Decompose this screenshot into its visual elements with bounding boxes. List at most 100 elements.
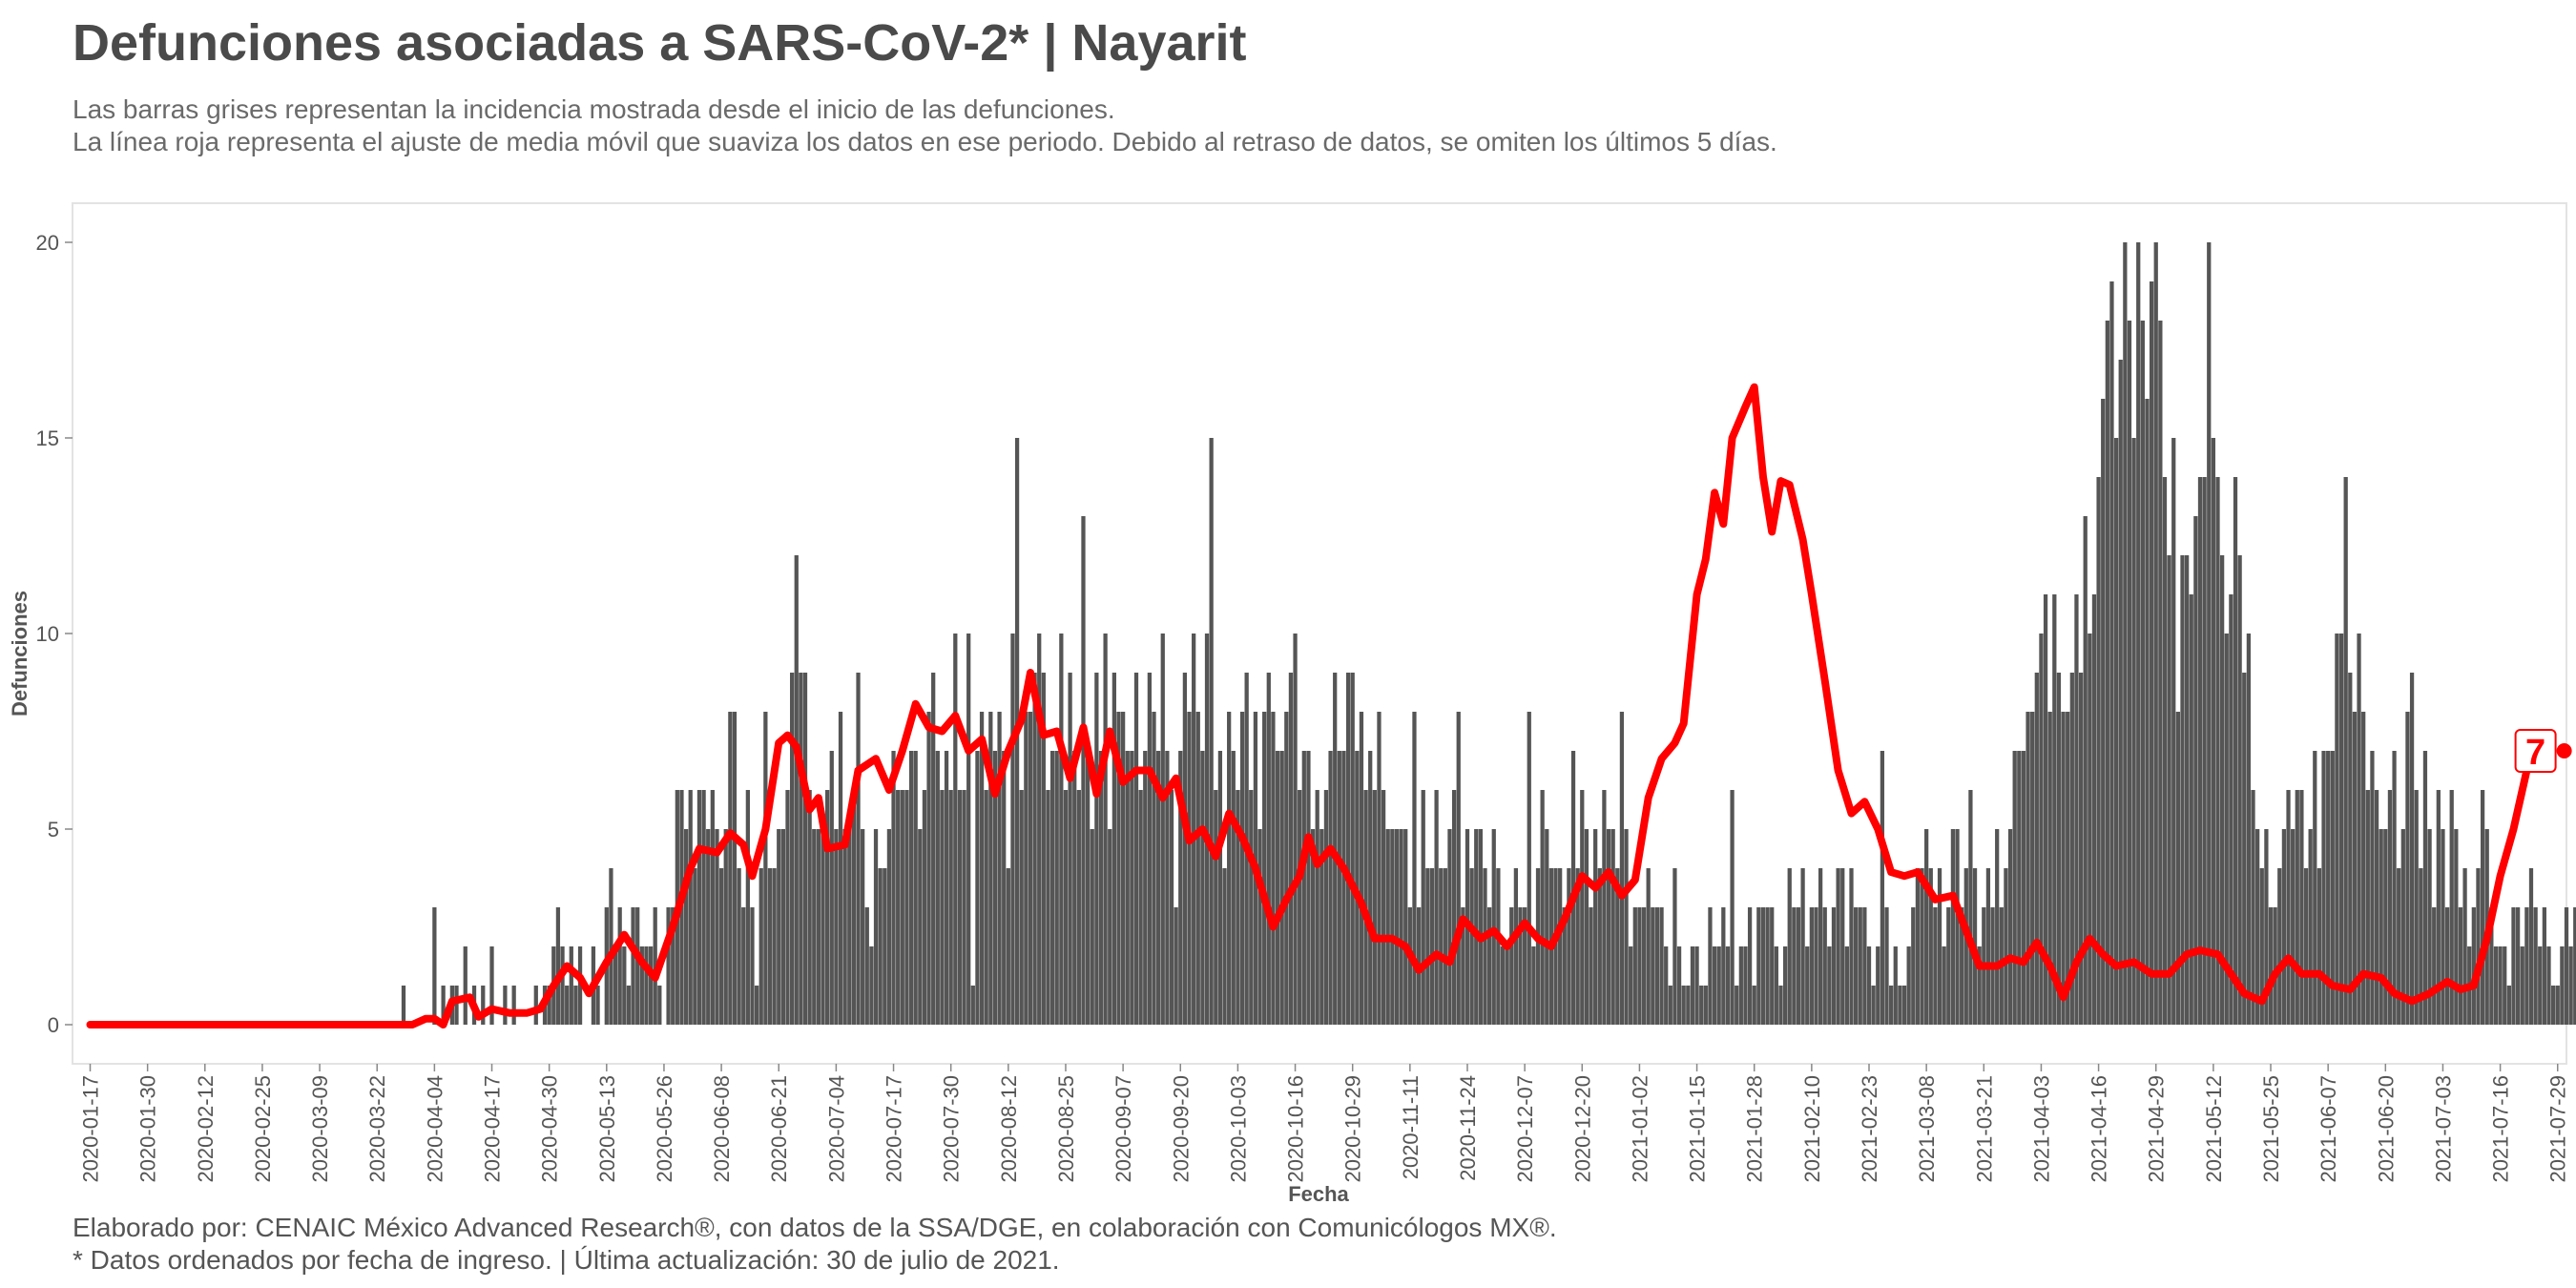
bar [1217,751,1223,1025]
bar [2113,438,2119,1025]
bar [2568,946,2573,1025]
bar [1024,712,1028,1025]
bar [2007,829,2013,1025]
bar [1002,751,1007,1025]
x-tick-label: 2020-05-13 [595,1075,619,1183]
bar [1946,907,1951,1025]
bar [454,986,459,1025]
bar [2242,673,2247,1025]
bar [1760,907,1766,1025]
bar [1880,751,1885,1025]
bar [2140,321,2145,1025]
bar [2056,673,2062,1025]
bar [2189,594,2193,1025]
bar [2034,673,2039,1025]
bar [1911,907,1916,1025]
bar [2387,790,2393,1025]
bar [2246,634,2252,1025]
bar [2105,321,2109,1025]
bar [2127,321,2132,1025]
bar [2392,751,2397,1025]
x-tick-label: 2020-06-21 [767,1075,791,1183]
annotation-box [2514,729,2557,773]
bar [1708,907,1713,1025]
bar [1328,751,1333,1025]
bar [2251,790,2255,1025]
bar [2330,751,2335,1025]
bar [1350,673,1355,1025]
bar [2052,594,2057,1025]
bar [1699,986,1704,1025]
bar [1081,516,1086,1025]
bar [918,829,923,1025]
bar [2021,751,2026,1025]
bar [2255,829,2260,1025]
bar [2025,712,2030,1025]
bar [2012,751,2017,1025]
x-axis: 2020-01-17 2020-01-30 2020-02-12 2020-02-25… [79,1064,2570,1183]
bar [1955,829,1960,1025]
bar [2030,712,2035,1025]
bar [1037,634,1042,1025]
annotation-value: 7 [2525,733,2545,773]
bar [401,986,406,1025]
bar [1306,751,1311,1025]
bar [984,790,988,1025]
bar [2281,829,2287,1025]
x-tick-label: 2020-11-11 [1399,1075,1423,1179]
bar [2480,790,2485,1025]
bar [1032,673,1037,1025]
bar [1513,868,1519,1025]
bar [1876,946,1880,1025]
x-tick-label: 2020-03-22 [365,1075,389,1183]
bar [732,712,737,1025]
x-tick-label: 2021-04-03 [2029,1075,2053,1183]
bar [728,712,733,1025]
bar [715,829,719,1025]
x-tick-label: 2020-11-24 [1456,1075,1480,1181]
x-tick-label: 2020-05-26 [653,1075,676,1183]
bar [1619,712,1625,1025]
bar [1531,946,1536,1025]
bar [1421,790,1425,1025]
bar [1584,829,1589,1025]
bar [1809,907,1814,1025]
bar [2427,829,2432,1025]
bar [913,751,918,1025]
bar [2550,986,2556,1025]
bar [1310,829,1316,1025]
bar [1227,712,1232,1025]
bar [957,790,963,1025]
bar [2338,634,2344,1025]
bar [1209,438,1214,1025]
bar [1474,829,1479,1025]
bar [1284,712,1289,1025]
bar [1301,751,1306,1025]
bar [979,712,985,1025]
bar [2533,907,2538,1025]
bar [1716,946,1721,1025]
bar [1451,790,1457,1025]
bar [2573,907,2576,1025]
moving-average-line [86,383,2540,1028]
bar [1651,907,1655,1025]
x-tick-label: 2020-01-17 [79,1075,103,1183]
bar [1743,946,1748,1025]
moving-average-series [86,383,2540,1028]
bar [2454,829,2459,1025]
bar [1721,907,1726,1025]
bar [2365,790,2370,1025]
bar [718,868,724,1025]
bar [1937,868,1942,1025]
bar [2405,712,2410,1025]
x-tick-label: 2021-01-15 [1686,1075,1710,1183]
bar [595,986,600,1025]
bar [904,790,909,1025]
bar [2083,516,2088,1025]
y-axis: 0 5 10 15 20 [36,231,73,1037]
bar [1407,907,1412,1025]
bar [2211,438,2216,1025]
bar [1632,907,1637,1025]
bar [1368,751,1373,1025]
bar [900,790,904,1025]
